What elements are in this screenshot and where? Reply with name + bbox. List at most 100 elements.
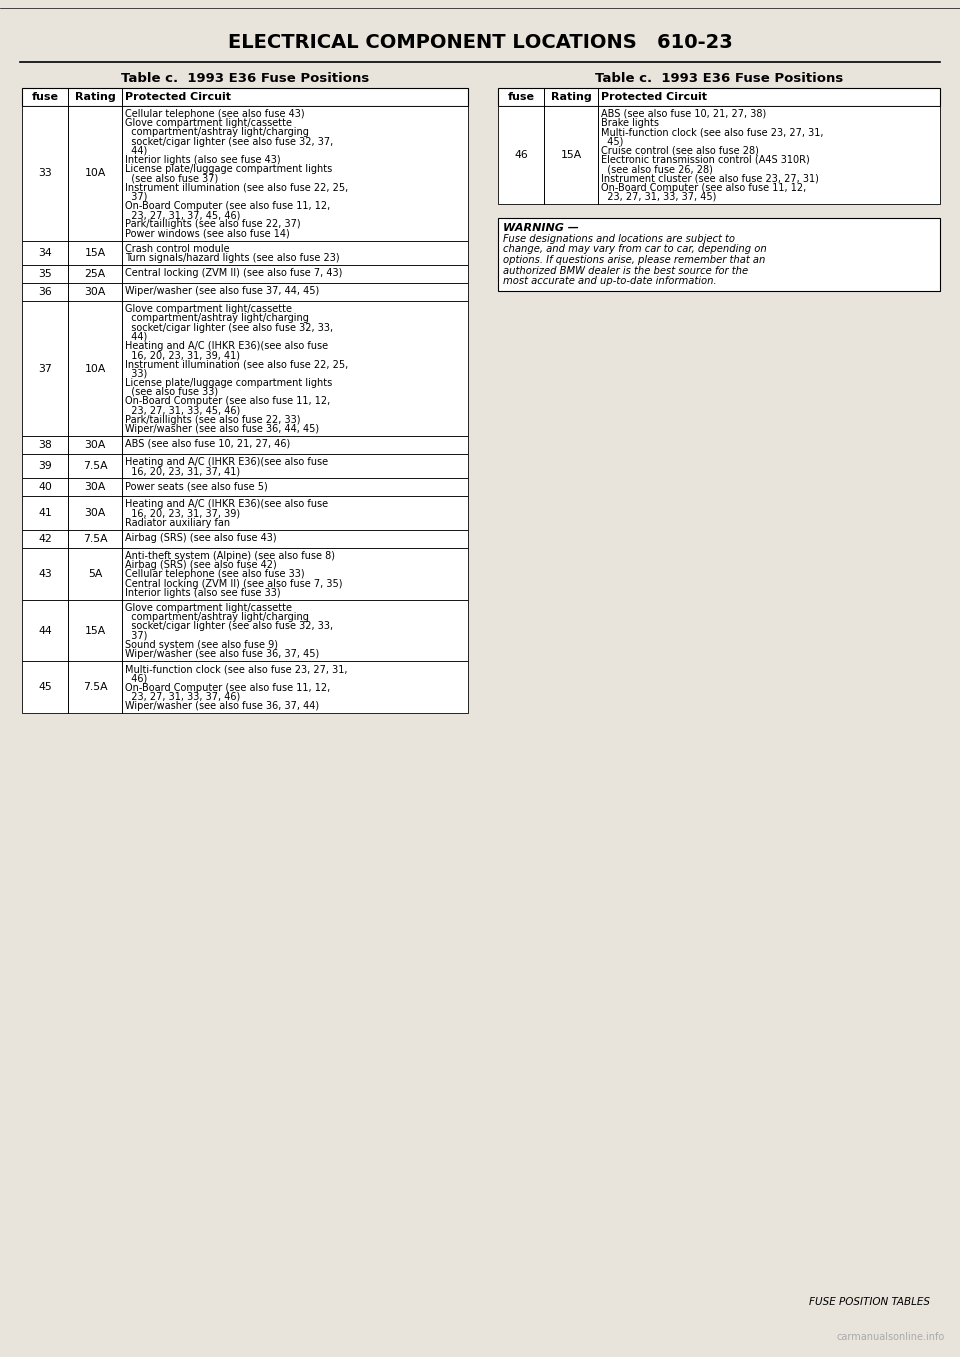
Bar [22, 455, 468, 479]
Text: Cellular telephone (see also fuse 33): Cellular telephone (see also fuse 33) [125, 570, 304, 579]
Bar [22, 284, 468, 301]
Text: Wiper/washer (see also fuse 36, 37, 45): Wiper/washer (see also fuse 36, 37, 45) [125, 649, 320, 660]
Text: Fuse designations and locations are subject to: Fuse designations and locations are subj… [503, 233, 735, 244]
Text: Instrument cluster (see also fuse 23, 27, 31): Instrument cluster (see also fuse 23, 27… [601, 174, 819, 183]
Text: socket/cigar lighter (see also fuse 32, 33,: socket/cigar lighter (see also fuse 32, … [125, 622, 333, 631]
Text: 44): 44) [125, 332, 147, 342]
Text: 37): 37) [125, 631, 148, 641]
Text: 42: 42 [38, 535, 52, 544]
Text: Crash control module: Crash control module [125, 244, 229, 254]
Text: 23, 27, 31, 33, 37, 46): 23, 27, 31, 33, 37, 46) [125, 692, 240, 702]
Text: 15A: 15A [84, 626, 106, 635]
Text: Power windows (see also fuse 14): Power windows (see also fuse 14) [125, 228, 290, 239]
Text: socket/cigar lighter (see also fuse 32, 33,: socket/cigar lighter (see also fuse 32, … [125, 323, 333, 332]
Text: Brake lights: Brake lights [601, 118, 659, 128]
Text: Electronic transmission control (A4S 310R): Electronic transmission control (A4S 310… [601, 155, 809, 166]
Text: 46: 46 [515, 151, 528, 160]
Text: License plate/luggage compartment lights: License plate/luggage compartment lights [125, 377, 332, 388]
Text: 35: 35 [38, 269, 52, 280]
Text: 44): 44) [125, 145, 147, 156]
Text: compartment/ashtray light/charging: compartment/ashtray light/charging [125, 313, 309, 323]
Text: Glove compartment light/cassette: Glove compartment light/cassette [125, 603, 292, 613]
Text: On-Board Computer (see also fuse 11, 12,: On-Board Computer (see also fuse 11, 12, [125, 683, 330, 692]
Text: 41: 41 [38, 509, 52, 518]
Text: carmanualsonline.info: carmanualsonline.info [837, 1333, 945, 1342]
Text: 33): 33) [125, 369, 147, 379]
Text: On-Board Computer (see also fuse 11, 12,: On-Board Computer (see also fuse 11, 12, [125, 396, 330, 406]
Text: Park/taillights (see also fuse 22, 37): Park/taillights (see also fuse 22, 37) [125, 220, 300, 229]
Text: 30A: 30A [84, 440, 106, 451]
Text: ABS (see also fuse 10, 21, 27, 38): ABS (see also fuse 10, 21, 27, 38) [601, 109, 766, 119]
Text: 30A: 30A [84, 288, 106, 297]
Text: Turn signals/hazard lights (see also fuse 23): Turn signals/hazard lights (see also fus… [125, 252, 340, 263]
Text: Instrument illumination (see also fuse 22, 25,: Instrument illumination (see also fuse 2… [125, 183, 348, 193]
Text: Radiator auxiliary fan: Radiator auxiliary fan [125, 518, 230, 528]
Text: 16, 20, 23, 31, 37, 41): 16, 20, 23, 31, 37, 41) [125, 467, 240, 476]
Text: 46): 46) [125, 673, 147, 684]
Text: Instrument illumination (see also fuse 22, 25,: Instrument illumination (see also fuse 2… [125, 360, 348, 369]
Text: Heating and A/C (IHKR E36)(see also fuse: Heating and A/C (IHKR E36)(see also fuse [125, 499, 328, 509]
Text: fuse: fuse [32, 92, 59, 102]
Text: change, and may vary from car to car, depending on: change, and may vary from car to car, de… [503, 244, 767, 255]
Text: 37: 37 [38, 364, 52, 373]
Text: Protected Circuit: Protected Circuit [601, 92, 707, 102]
Text: 44: 44 [38, 626, 52, 635]
Text: Cellular telephone (see also fuse 43): Cellular telephone (see also fuse 43) [125, 109, 304, 119]
Text: 34: 34 [38, 248, 52, 258]
Text: 23, 27, 31, 37, 45, 46): 23, 27, 31, 37, 45, 46) [125, 210, 240, 220]
Text: Table c.  1993 E36 Fuse Positions: Table c. 1993 E36 Fuse Positions [595, 72, 843, 85]
Text: Central locking (ZVM II) (see also fuse 7, 43): Central locking (ZVM II) (see also fuse … [125, 269, 343, 278]
Text: 40: 40 [38, 482, 52, 493]
Bar [22, 301, 468, 436]
Text: 39: 39 [38, 461, 52, 471]
Text: Rating: Rating [75, 92, 115, 102]
Text: 36: 36 [38, 288, 52, 297]
Text: Cruise control (see also fuse 28): Cruise control (see also fuse 28) [601, 145, 758, 156]
Bar [498, 88, 940, 106]
Bar [22, 106, 468, 240]
Bar [22, 265, 468, 284]
Text: E​LECTRICAL C​OMPONENT L​OCATIONS   610-23: E​LECTRICAL C​OMPONENT L​OCATIONS 610-23 [228, 33, 732, 52]
Text: 16, 20, 23, 31, 37, 39): 16, 20, 23, 31, 37, 39) [125, 509, 240, 518]
Text: options. If questions arise, please remember that an: options. If questions arise, please reme… [503, 255, 765, 265]
Text: 38: 38 [38, 440, 52, 451]
Text: On-Board Computer (see also fuse 11, 12,: On-Board Computer (see also fuse 11, 12, [125, 201, 330, 210]
Text: ABS (see also fuse 10, 21, 27, 46): ABS (see also fuse 10, 21, 27, 46) [125, 440, 290, 449]
Bar [498, 106, 940, 204]
Text: 10A: 10A [84, 168, 106, 178]
Text: Multi-function clock (see also fuse 23, 27, 31,: Multi-function clock (see also fuse 23, … [125, 664, 348, 674]
Text: 45): 45) [601, 137, 623, 147]
Text: socket/cigar lighter (see also fuse 32, 37,: socket/cigar lighter (see also fuse 32, … [125, 137, 333, 147]
Text: 7.5A: 7.5A [83, 683, 108, 692]
Text: 10A: 10A [84, 364, 106, 373]
Bar [22, 531, 468, 548]
Text: Table c.  1993 E36 Fuse Positions: Table c. 1993 E36 Fuse Positions [121, 72, 370, 85]
Text: Protected Circuit: Protected Circuit [125, 92, 231, 102]
Bar [22, 240, 468, 265]
Text: 45: 45 [38, 683, 52, 692]
Text: Wiper/washer (see also fuse 36, 37, 44): Wiper/washer (see also fuse 36, 37, 44) [125, 702, 319, 711]
Text: 43: 43 [38, 569, 52, 579]
Text: Wiper/washer (see also fuse 37, 44, 45): Wiper/washer (see also fuse 37, 44, 45) [125, 286, 320, 296]
Text: compartment/ashtray light/charging: compartment/ashtray light/charging [125, 128, 309, 137]
Text: 15A: 15A [561, 151, 582, 160]
Text: (see also fuse 26, 28): (see also fuse 26, 28) [601, 164, 713, 174]
Text: Interior lights (also see fuse 33): Interior lights (also see fuse 33) [125, 588, 280, 598]
Text: 15A: 15A [84, 248, 106, 258]
Text: Rating: Rating [551, 92, 591, 102]
Bar [22, 479, 468, 497]
Text: authorized BMW dealer is the best source for the: authorized BMW dealer is the best source… [503, 266, 748, 275]
Text: Wiper/washer (see also fuse 36, 44, 45): Wiper/washer (see also fuse 36, 44, 45) [125, 423, 319, 434]
Text: 5A: 5A [87, 569, 102, 579]
Bar [22, 600, 468, 661]
Text: (see also fuse 33): (see also fuse 33) [125, 387, 218, 398]
Text: Heating and A/C (IHKR E36)(see also fuse: Heating and A/C (IHKR E36)(see also fuse [125, 457, 328, 467]
Text: 7.5A: 7.5A [83, 535, 108, 544]
Text: 7.5A: 7.5A [83, 461, 108, 471]
Text: Airbag (SRS) (see also fuse 42): Airbag (SRS) (see also fuse 42) [125, 560, 276, 570]
Text: Multi-function clock (see also fuse 23, 27, 31,: Multi-function clock (see also fuse 23, … [601, 128, 824, 137]
Bar [22, 88, 468, 106]
Text: 25A: 25A [84, 269, 106, 280]
Text: most accurate and up-to-date information.: most accurate and up-to-date information… [503, 275, 716, 286]
Text: 23, 27, 31, 33, 45, 46): 23, 27, 31, 33, 45, 46) [125, 406, 240, 415]
